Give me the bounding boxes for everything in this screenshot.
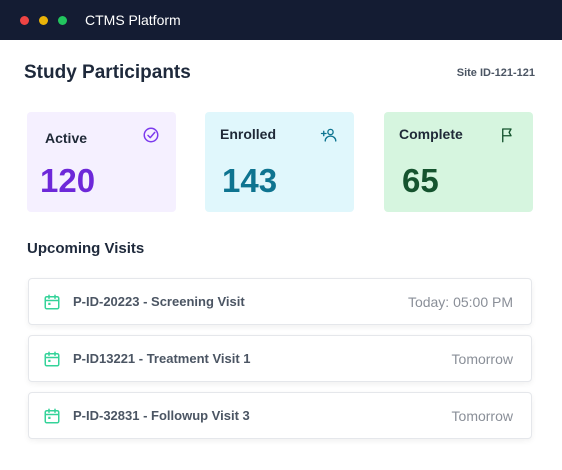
visit-time: Tomorrow: [451, 350, 513, 367]
enrolled-card[interactable]: Enrolled 143: [205, 112, 354, 212]
calendar-icon: [44, 351, 60, 366]
active-card-value: 120: [40, 162, 96, 199]
visit-row[interactable]: P-ID-20223 - Screening Visit Today: 05:0…: [28, 278, 532, 325]
active-card[interactable]: Active 120: [27, 112, 176, 212]
close-window-button[interactable]: [20, 15, 29, 25]
page-title: Study Participants: [24, 62, 191, 83]
visit-name: P-ID-32831 - Followup Visit 3: [73, 408, 250, 423]
calendar-icon: [44, 408, 60, 423]
stats-cards: Active 120 Enrolled 143 Complete 65: [27, 112, 533, 212]
site-id-label: Site ID-121-121: [456, 67, 535, 79]
calendar-icon: [44, 294, 60, 309]
visit-row[interactable]: P-ID-32831 - Followup Visit 3 Tomorrow: [28, 392, 532, 439]
title-bar: CTMS Platform: [0, 0, 562, 40]
visit-time: Tomorrow: [451, 407, 513, 424]
upcoming-visits-title: Upcoming Visits: [27, 240, 145, 257]
enrolled-card-label: Enrolled: [220, 126, 277, 142]
visit-name: P-ID13221 - Treatment Visit 1: [73, 351, 251, 366]
check-circle-icon: [143, 127, 159, 143]
add-user-icon: [320, 128, 337, 142]
complete-card[interactable]: Complete 65: [384, 112, 533, 212]
complete-card-value: 65: [402, 162, 439, 199]
enrolled-card-value: 143: [222, 162, 278, 199]
app-title: CTMS Platform: [85, 12, 181, 28]
visit-row[interactable]: P-ID13221 - Treatment Visit 1 Tomorrow: [28, 335, 532, 382]
visit-name: P-ID-20223 - Screening Visit: [73, 294, 245, 309]
flag-icon: [502, 128, 512, 143]
maximize-window-button[interactable]: [58, 15, 67, 25]
visit-time: Today: 05:00 PM: [407, 293, 513, 310]
minimize-window-button[interactable]: [39, 15, 48, 25]
page-header: Study Participants Site ID-121-121: [24, 62, 535, 84]
active-card-label: Active: [45, 130, 88, 146]
complete-card-label: Complete: [399, 126, 463, 142]
